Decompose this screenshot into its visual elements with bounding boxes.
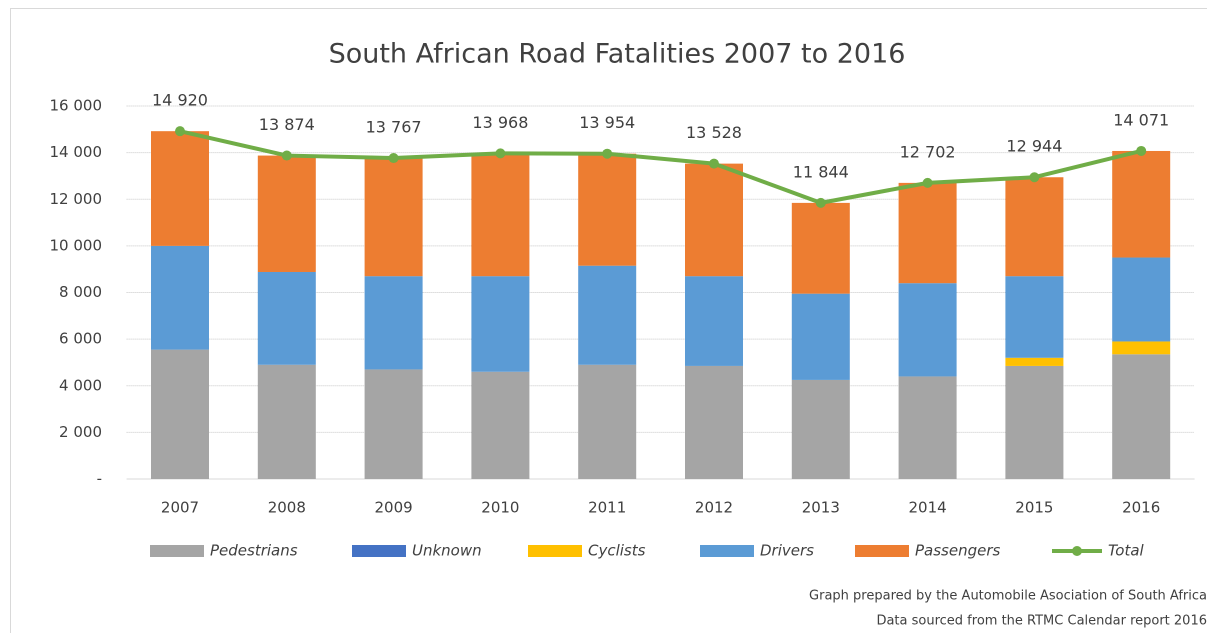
y-tick-label: 16 000	[50, 97, 103, 115]
y-tick-label: 2 000	[59, 423, 102, 441]
total-point	[709, 158, 719, 169]
data-label: 14 920	[152, 91, 208, 110]
total-point	[495, 148, 506, 159]
y-tick-label: 4 000	[59, 376, 102, 394]
x-tick-label: 2008	[268, 499, 306, 517]
bar-segment	[257, 271, 316, 365]
bar-segment	[578, 153, 637, 266]
y-tick-label: 10 000	[50, 236, 103, 254]
y-tick-label: 6 000	[59, 330, 102, 348]
legend-label: Total	[1108, 542, 1145, 560]
bar-segment	[791, 202, 850, 294]
y-tick-label: 8 000	[59, 283, 102, 301]
total-point	[1029, 172, 1040, 183]
data-label: 12 702	[900, 142, 956, 161]
legend-label: Pedestrians	[210, 542, 298, 560]
bar-segment	[898, 376, 957, 479]
legend-label: Unknown	[412, 542, 482, 560]
total-point	[175, 126, 185, 137]
x-tick-label: 2014	[909, 499, 947, 517]
bar-segment	[685, 276, 743, 366]
bar-segment	[685, 365, 743, 479]
total-point	[281, 150, 292, 161]
bar-segment	[471, 276, 530, 372]
y-tick-label: 14 000	[50, 143, 103, 161]
total-point	[815, 197, 826, 208]
x-tick-label: 2012	[695, 499, 733, 517]
legend-swatch	[855, 545, 909, 557]
bar-segment	[1005, 357, 1064, 366]
data-label: 13 767	[366, 118, 422, 137]
x-tick-label: 2013	[802, 499, 840, 517]
bar-segment	[1005, 365, 1064, 479]
total-point	[602, 148, 613, 159]
bar-segment	[151, 131, 209, 246]
bar-segment	[364, 158, 423, 277]
bar-segment	[791, 293, 850, 380]
data-label: 12 944	[1006, 137, 1062, 156]
bar-segment	[1112, 354, 1171, 479]
bar-segment	[1112, 257, 1171, 342]
bar-segment	[1005, 276, 1064, 358]
y-tick-label: 12 000	[50, 190, 103, 208]
data-label: 14 071	[1113, 110, 1169, 129]
bar-segment	[364, 369, 423, 479]
bar-segment	[471, 371, 530, 479]
bar-segment	[685, 163, 743, 277]
bar-segment	[898, 182, 957, 284]
data-label: 13 528	[686, 123, 742, 142]
bar-segment	[1112, 150, 1171, 258]
legend-label: Drivers	[760, 542, 814, 560]
bar-segment	[364, 276, 423, 370]
legend-swatch	[528, 545, 582, 557]
x-tick-label: 2007	[161, 499, 199, 517]
bar-segment	[151, 245, 209, 350]
x-tick-label: 2009	[375, 499, 413, 517]
bar-segment	[257, 364, 316, 479]
bar-segment	[578, 265, 637, 365]
x-tick-label: 2010	[481, 499, 519, 517]
data-label: 13 968	[472, 113, 528, 132]
legend-label: Passengers	[915, 542, 1001, 560]
bar-segment	[791, 379, 850, 479]
legend-label: Cyclists	[588, 542, 646, 560]
x-tick-label: 2015	[1015, 499, 1053, 517]
note: Graph prepared by the Automobile Asociat…	[809, 589, 1207, 604]
legend-swatch	[1072, 546, 1082, 556]
x-tick-label: 2011	[588, 499, 626, 517]
chart-title: South African Road Fatalities 2007 to 20…	[329, 39, 906, 70]
legend-swatch	[700, 545, 754, 557]
bar-segment	[1112, 341, 1171, 355]
total-point	[388, 153, 399, 164]
bar-segment	[1005, 177, 1064, 277]
bar-segment	[898, 283, 957, 377]
bar-segment	[471, 153, 530, 277]
data-label: 13 874	[259, 115, 315, 134]
legend-swatch	[352, 545, 406, 557]
note: Data sourced from the RTMC Calendar repo…	[876, 614, 1207, 629]
total-line	[179, 129, 1142, 205]
data-label: 11 844	[793, 162, 849, 181]
bar-segment	[151, 349, 209, 479]
total-point	[922, 177, 933, 188]
total-point	[1136, 145, 1147, 156]
y-tick-label: -	[97, 470, 102, 488]
data-label: 13 954	[579, 113, 635, 132]
legend-swatch	[150, 545, 204, 557]
bar-segment	[578, 364, 637, 479]
x-tick-label: 2016	[1122, 499, 1160, 517]
bar-segment	[257, 155, 316, 272]
